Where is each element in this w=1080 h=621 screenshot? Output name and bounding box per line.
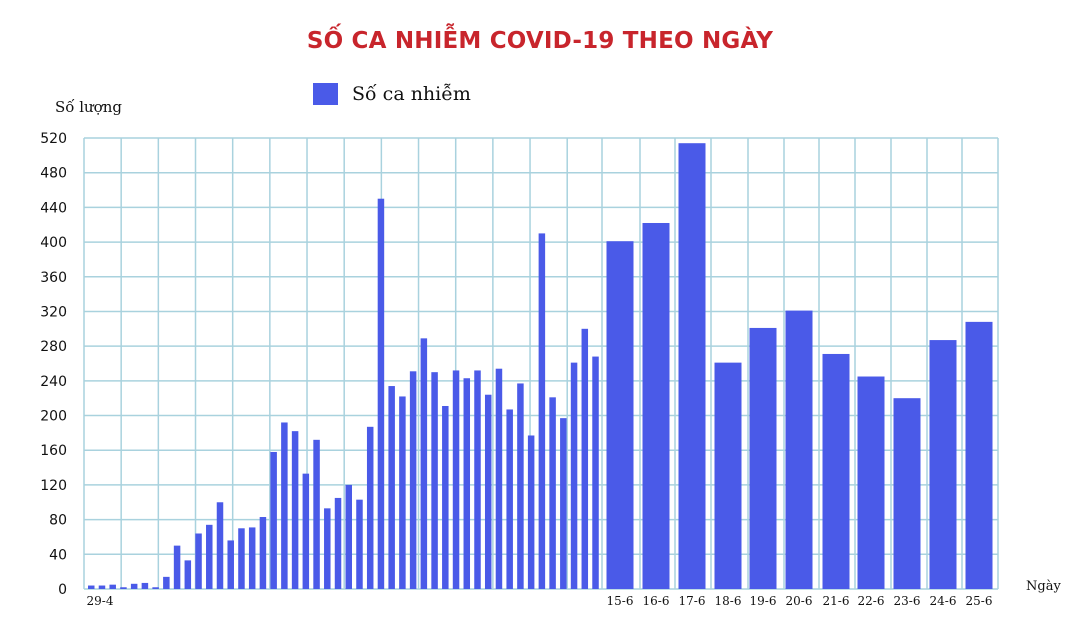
y-tick-label: 0 <box>58 582 67 598</box>
bar <box>399 396 406 589</box>
bar <box>581 328 589 589</box>
bar <box>560 418 567 589</box>
bar <box>366 426 374 589</box>
bar <box>474 370 481 589</box>
bar <box>88 585 95 589</box>
bar <box>377 198 385 589</box>
x-tick-label: 25-6 <box>966 594 993 608</box>
y-tick-label: 80 <box>49 513 67 529</box>
bar <box>606 241 634 590</box>
bar <box>248 527 256 589</box>
bar <box>291 431 299 589</box>
bar <box>517 383 524 589</box>
bars <box>88 143 993 590</box>
bar <box>857 376 885 589</box>
bar <box>109 584 116 589</box>
y-tick-label: 40 <box>49 547 67 563</box>
x-tick-label: 17-6 <box>679 594 706 608</box>
bar <box>495 368 503 589</box>
x-tick-label: 21-6 <box>823 594 850 608</box>
x-tick-label: 29-4 <box>87 594 114 608</box>
bar <box>324 508 331 589</box>
y-tick-label: 480 <box>40 166 67 182</box>
y-tick-label: 400 <box>40 235 67 251</box>
x-axis-label: Ngày <box>1026 579 1061 594</box>
bar <box>141 582 149 589</box>
bar <box>313 439 320 589</box>
bar <box>152 587 159 589</box>
bar <box>227 540 234 589</box>
y-tick-label: 360 <box>40 270 67 286</box>
bar <box>281 422 288 589</box>
bar <box>238 528 245 589</box>
y-tick-label: 280 <box>40 339 67 355</box>
chart-title: SỐ CA NHIỄM COVID-19 THEO NGÀY <box>306 28 774 54</box>
bar <box>929 340 957 589</box>
y-tick-label: 200 <box>40 409 67 425</box>
bar <box>965 321 993 589</box>
bar <box>749 327 777 589</box>
bar <box>388 386 395 589</box>
legend-label: Số ca nhiễm <box>352 83 471 105</box>
y-tick-label: 160 <box>40 443 67 459</box>
bar <box>484 394 492 589</box>
bar <box>334 497 342 589</box>
bar <box>452 370 460 589</box>
bar <box>302 473 310 589</box>
bar <box>270 451 277 589</box>
bar <box>642 222 670 589</box>
x-tick-label: 20-6 <box>786 594 813 608</box>
bar <box>822 353 850 589</box>
x-tick-label: 23-6 <box>894 594 921 608</box>
x-tick-label: 24-6 <box>930 594 957 608</box>
x-tick-label: 16-6 <box>643 594 670 608</box>
bar <box>893 398 921 589</box>
y-tick-label: 240 <box>40 374 67 390</box>
x-tick-labels: 29-4 15-6 16-6 17-6 18-6 19-6 20-6 21-6 22-6 23-6… <box>87 594 993 608</box>
y-tick-labels: 0 40 80 120 160 200 240 280 320 360 400 440 480 520 <box>40 131 67 598</box>
bar <box>420 338 428 589</box>
y-tick-label: 440 <box>40 200 67 216</box>
bar <box>463 378 471 589</box>
bar <box>356 499 363 589</box>
x-tick-label: 19-6 <box>750 594 777 608</box>
bar <box>678 143 706 589</box>
bar <box>431 372 438 589</box>
bar <box>259 517 267 589</box>
bar <box>409 371 417 589</box>
x-tick-label: 22-6 <box>858 594 885 608</box>
bar <box>184 560 192 589</box>
bar <box>206 524 213 589</box>
bar <box>549 397 556 589</box>
legend: Số ca nhiễm <box>313 82 471 106</box>
y-tick-label: 520 <box>40 131 67 147</box>
bar <box>173 545 181 589</box>
bar <box>130 583 138 589</box>
bar <box>345 484 352 589</box>
bar <box>195 533 202 589</box>
bar <box>506 409 513 589</box>
bar <box>98 585 106 589</box>
bar <box>442 405 449 589</box>
bar <box>592 356 599 589</box>
x-tick-label: 15-6 <box>607 594 634 608</box>
y-tick-label: 320 <box>40 304 67 320</box>
bar <box>120 587 127 589</box>
y-tick-label: 120 <box>40 478 67 494</box>
bar <box>163 576 170 589</box>
bar <box>538 233 546 589</box>
bar <box>216 502 224 589</box>
bar <box>527 435 535 589</box>
x-tick-label: 18-6 <box>715 594 742 608</box>
y-axis-label: Số lượng <box>55 98 122 116</box>
bar <box>785 310 813 589</box>
bar <box>714 362 742 589</box>
legend-swatch <box>313 83 338 105</box>
bar <box>570 362 578 589</box>
